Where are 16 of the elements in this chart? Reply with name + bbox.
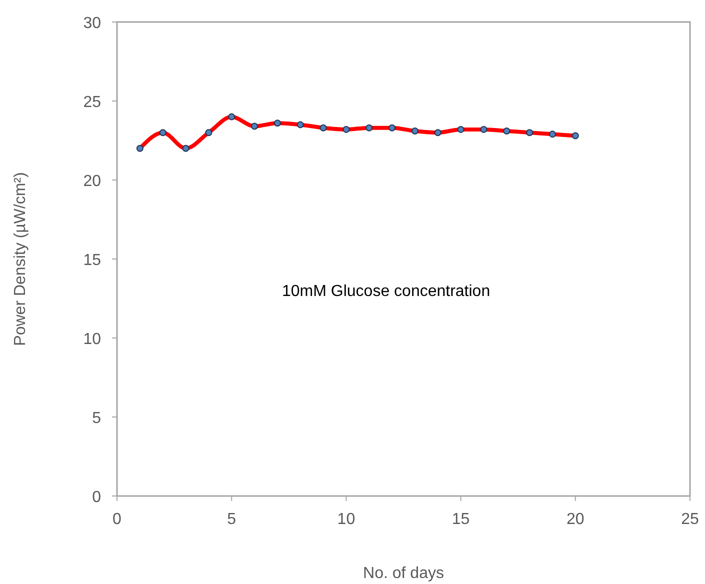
x-tick-label: 15 — [452, 511, 470, 528]
y-tick-label: 15 — [83, 252, 102, 269]
x-tick-label: 10 — [337, 511, 356, 528]
x-tick-label: 20 — [566, 511, 584, 528]
y-tick-label: 10 — [83, 331, 102, 348]
annotation: 10mM Glucose concentration — [282, 283, 490, 300]
x-tick-label: 0 — [112, 511, 122, 528]
y-tick-label: 30 — [83, 15, 102, 32]
x-axis-title: No. of days — [363, 565, 444, 582]
y-tick-label: 20 — [83, 173, 102, 190]
x-tick-label: 25 — [681, 511, 699, 528]
x-tick-label: 5 — [227, 511, 236, 528]
y-axis-title: Power Density (µW/cm²) — [12, 172, 29, 346]
y-tick-label: 0 — [92, 489, 102, 506]
y-tick-label: 25 — [83, 94, 102, 111]
y-tick-label: 5 — [92, 410, 102, 427]
